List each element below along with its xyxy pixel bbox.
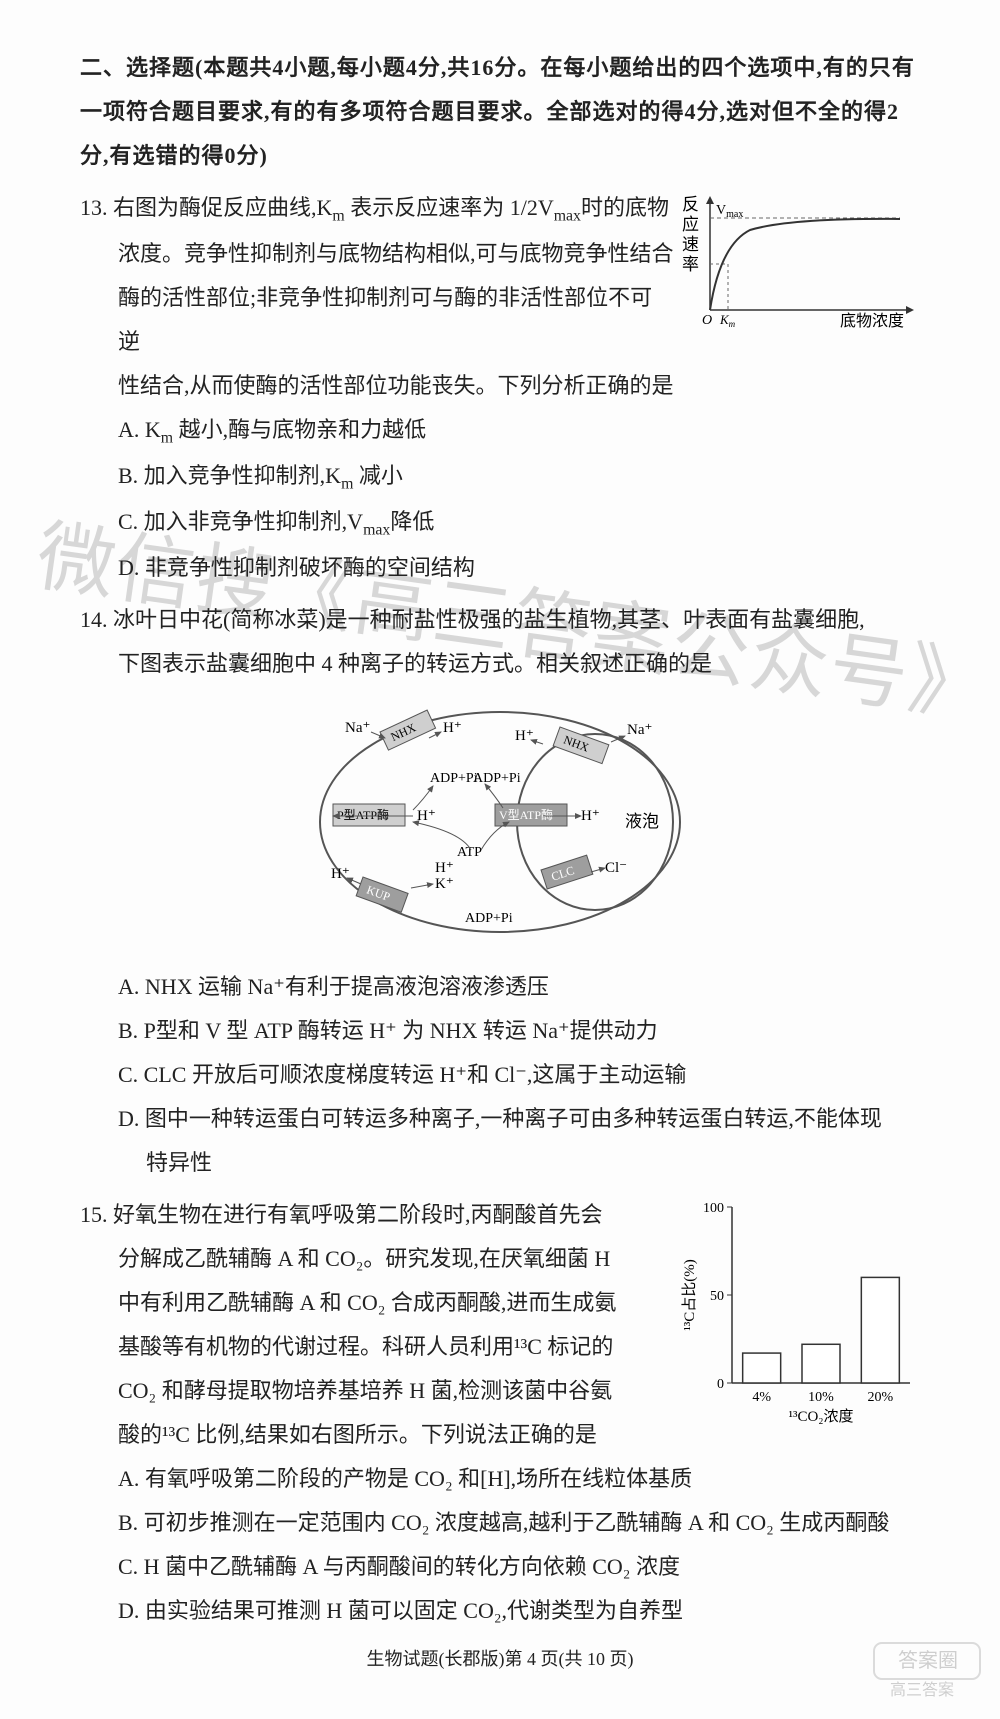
q14-options: A. NHX 运输 Na⁺有利于提高液泡溶液渗透压 B. P型和 V 型 ATP… xyxy=(118,965,920,1185)
bar-chart-svg: 0 50 100 ¹³C占比(%) 4% 10% 20% ¹³CO₂浓度 xyxy=(680,1197,920,1427)
km-label: Km xyxy=(719,312,736,329)
enzyme-curve-svg: 反 应 速 率 O Vmax Km 底物浓度 xyxy=(680,190,920,340)
q14-opt-c: C. CLC 开放后可顺浓度梯度转运 H⁺和 Cl⁻,这属于主动运输 xyxy=(118,1053,920,1097)
svg-text:H⁺: H⁺ xyxy=(581,808,600,824)
q14-stem-2: 下图表示盐囊细胞中 4 种离子的转运方式。相关叙述正确的是 xyxy=(118,642,920,686)
q13-stem-1c: 时的底物 xyxy=(581,195,669,220)
q14-opt-a: A. NHX 运输 Na⁺有利于提高液泡溶液渗透压 xyxy=(118,965,920,1009)
section-header: 二、选择题(本题共4小题,每小题4分,共16分。在每小题给出的四个选项中,有的只… xyxy=(80,46,920,178)
q13-stem-4: 性结合,从而使酶的活性部位功能丧失。下列分析正确的是 xyxy=(118,364,920,408)
svg-text:H⁺: H⁺ xyxy=(515,728,534,744)
svg-text:20%: 20% xyxy=(867,1390,893,1405)
q15-opt-c: C. H 菌中乙酰辅酶 A 与丙酮酸间的转化方向依赖 CO₂ 浓度 xyxy=(118,1545,920,1589)
svg-text:ADP+Pi: ADP+Pi xyxy=(465,911,513,926)
q13-opt-b1: B. 加入竞争性抑制剂,K xyxy=(118,463,341,488)
svg-text:10%: 10% xyxy=(808,1390,834,1405)
svg-text:Na⁺: Na⁺ xyxy=(627,722,652,738)
svg-text:率: 率 xyxy=(682,255,699,274)
vacuole-label: 液泡 xyxy=(625,812,659,831)
svg-text:ADP+Pi: ADP+Pi xyxy=(430,771,478,786)
exam-page: 微信搜《高三答案公众号》 二、选择题(本题共4小题,每小题4分,共16分。在每小… xyxy=(0,0,1000,1719)
question-15: 050100¹³C占比(%)4%10%20%¹³CO₂浓度 15. 好氧生物在进… xyxy=(80,1193,920,1633)
svg-text:ADP+Pi: ADP+Pi xyxy=(473,771,521,786)
y-axis-label: 反 xyxy=(682,195,699,214)
ion-transport-svg: 液泡 NHX Na⁺ H⁺ NHX H⁺ Na⁺ xyxy=(285,692,715,942)
origin-label: O xyxy=(702,313,712,328)
svg-text:答案圈: 答案圈 xyxy=(898,1649,958,1672)
svg-text:4%: 4% xyxy=(752,1390,771,1405)
svg-text:速: 速 xyxy=(682,235,699,254)
q14-diagram: 液泡 NHX Na⁺ H⁺ NHX H⁺ Na⁺ xyxy=(80,692,920,957)
q15-options: A. 有氧呼吸第二阶段的产物是 CO₂ 和[H],场所在线粒体基质 B. 可初步… xyxy=(118,1457,920,1633)
q15-opt-a: A. 有氧呼吸第二阶段的产物是 CO₂ 和[H],场所在线粒体基质 xyxy=(118,1457,920,1501)
question-13: 反 应 速 率 O Vmax Km 底物浓度 13. 右图为酶促反应曲线,Km … xyxy=(80,186,920,590)
svg-text:H⁺: H⁺ xyxy=(443,720,462,736)
q13-figure: 反 应 速 率 O Vmax Km 底物浓度 xyxy=(680,190,920,355)
q13-stem-1a: 13. 右图为酶促反应曲线,K xyxy=(80,195,332,220)
v-atp-label: V型ATP酶 xyxy=(499,807,553,822)
q15-opt-b: B. 可初步推测在一定范围内 CO₂ 浓度越高,越利于乙酰辅酶 A 和 CO₂ … xyxy=(118,1501,920,1545)
svg-text:0: 0 xyxy=(717,1377,724,1392)
p-atp-label: P型ATP酶 xyxy=(337,807,389,822)
x-axis-label: 底物浓度 xyxy=(840,312,904,330)
svg-text:¹³CO₂浓度: ¹³CO₂浓度 xyxy=(788,1408,853,1425)
q13-opt-c2: 降低 xyxy=(390,509,434,534)
q15-opt-d: D. 由实验结果可推测 H 菌可以固定 CO₂,代谢类型为自养型 xyxy=(118,1589,920,1633)
svg-text:H⁺: H⁺ xyxy=(417,808,436,824)
svg-text:H⁺: H⁺ xyxy=(435,860,454,876)
vmax-label: Vmax xyxy=(716,203,743,220)
enzyme-curve xyxy=(710,219,900,310)
q13-opt-b2: 减小 xyxy=(353,463,403,488)
svg-text:H⁺: H⁺ xyxy=(331,866,350,882)
q14-opt-d2: 特异性 xyxy=(146,1150,212,1175)
svg-text:50: 50 xyxy=(710,1289,724,1304)
q13-opt-c1: C. 加入非竞争性抑制剂,V xyxy=(118,509,363,534)
q13-opt-a2: 越小,酶与底物亲和力越低 xyxy=(173,417,426,442)
q14-stem-1: 14. 冰叶日中花(简称冰菜)是一种耐盐性极强的盐生植物,其茎、叶表面有盐囊细胞… xyxy=(80,598,920,642)
svg-text:Cl⁻: Cl⁻ xyxy=(605,860,627,876)
q13-opt-a1: A. K xyxy=(118,417,161,442)
svg-text:高三答案: 高三答案 xyxy=(890,1681,954,1699)
svg-text:Na⁺: Na⁺ xyxy=(345,720,370,736)
svg-text:100: 100 xyxy=(703,1201,724,1216)
svg-text:应: 应 xyxy=(682,215,699,234)
page-footer: 生物试题(长郡版)第 4 页(共 10 页) xyxy=(80,1645,920,1671)
q13-opt-d: D. 非竞争性抑制剂破坏酶的空间结构 xyxy=(118,546,920,590)
q14-opt-b: B. P型和 V 型 ATP 酶转运 H⁺ 为 NHX 转运 Na⁺提供动力 xyxy=(118,1009,920,1053)
question-14: 14. 冰叶日中花(简称冰菜)是一种耐盐性极强的盐生植物,其茎、叶表面有盐囊细胞… xyxy=(80,598,920,1185)
q13-options: A. Km 越小,酶与底物亲和力越低 B. 加入竞争性抑制剂,Km 减小 C. … xyxy=(118,408,920,590)
q13-stem-1b: 表示反应速率为 1/2V xyxy=(345,195,554,220)
svg-text:K⁺: K⁺ xyxy=(435,876,454,892)
q15-chart: 0 50 100 ¹³C占比(%) 4% 10% 20% ¹³CO₂浓度 xyxy=(680,1197,920,1442)
corner-badge: 答案圈 高三答案 xyxy=(872,1641,982,1701)
q14-opt-d: D. 图中一种转运蛋白可转运多种离子,一种离子可由多种转运蛋白转运,不能体现 xyxy=(118,1106,882,1131)
svg-text:¹³C占比(%): ¹³C占比(%) xyxy=(681,1260,698,1332)
